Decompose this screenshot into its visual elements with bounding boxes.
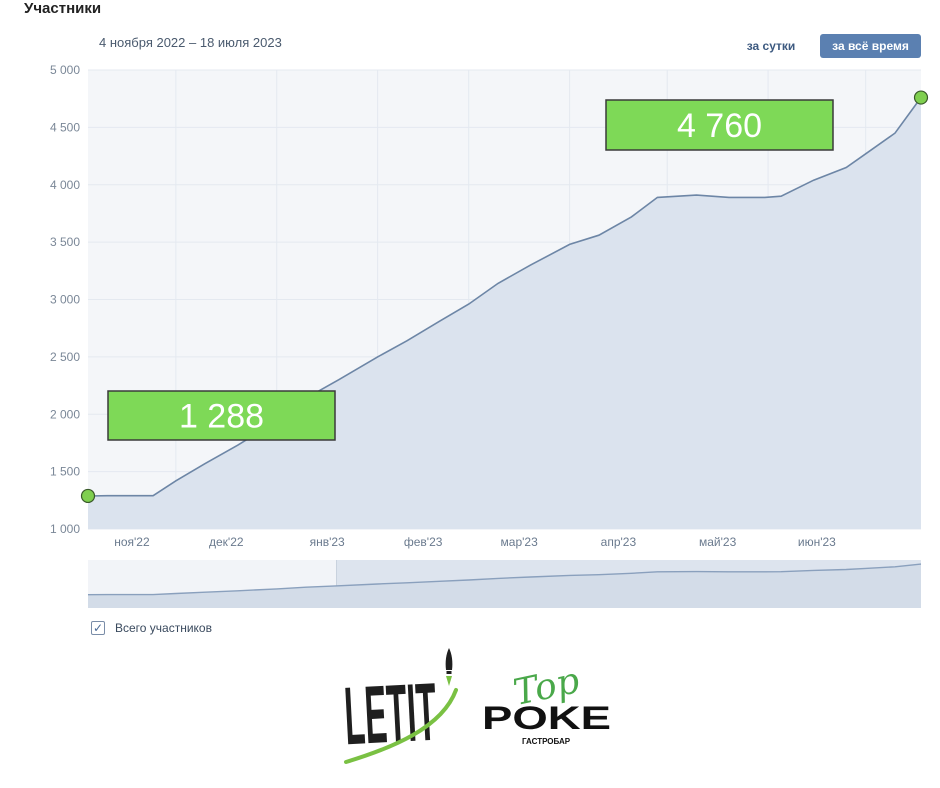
rocket-icon [445,648,453,686]
navigator[interactable] [87,560,922,608]
data-marker [913,90,929,105]
y-tick-label: 1 000 [50,522,80,536]
y-tick-label: 2 000 [50,407,80,421]
top-poke-logo: Top POKE ГАСТРОБАР [482,660,611,746]
all-time-button[interactable]: за всё время [820,34,921,58]
x-tick-label: июн'23 [798,535,836,549]
data-marker [80,488,96,504]
y-axis-labels: 1 000 1 500 2 000 2 500 3 000 3 500 4 000 4 500… [50,63,80,536]
members-chart: 1 000 1 500 2 000 2 500 3 000 3 500 4 000 4 500… [50,63,929,608]
total-members-checkbox[interactable]: ✓ [91,621,105,635]
y-tick-label: 3 500 [50,235,80,249]
callout-label: 4 760 [677,107,762,145]
x-tick-label: янв'23 [310,535,345,549]
date-range: 4 ноября 2022 – 18 июля 2023 [99,35,282,50]
x-tick-label: дек'22 [209,535,244,549]
callout-box [605,99,834,151]
navigator-line [87,563,922,596]
y-tick-label: 5 000 [50,63,80,77]
poke-subtitle: ГАСТРОБАР [522,737,571,746]
poke-wordmark: POKE [482,700,611,736]
y-tick-label: 1 500 [50,465,80,479]
letit-logo: LETIT [342,648,458,764]
y-tick-label: 4 000 [50,178,80,192]
per-day-button[interactable]: за сутки [732,34,810,58]
legend-label: Всего участников [115,621,212,635]
letit-swoosh [344,688,458,764]
navigator-area [88,564,921,608]
y-tick-label: 4 500 [50,120,80,134]
x-tick-label: мар'23 [501,535,539,549]
chart-title: Участники [24,0,102,17]
x-tick-label: фев'23 [404,535,443,549]
x-tick-label: апр'23 [601,535,637,549]
x-tick-label: ноя'22 [114,535,150,549]
callout-label: 1 288 [179,398,264,436]
y-tick-label: 2 500 [50,350,80,364]
members-line [87,97,922,497]
legend-row[interactable]: ✓ Всего участников [91,621,212,635]
y-tick-label: 3 000 [50,293,80,307]
x-tick-label: май'23 [699,535,737,549]
check-icon: ✓ [92,621,104,635]
annotations: 1 288 4 760 [80,90,929,504]
callout-box [107,390,336,441]
x-axis-labels: ноя'22 дек'22 янв'23 фев'23 мар'23 апр'23 май'… [114,535,836,549]
